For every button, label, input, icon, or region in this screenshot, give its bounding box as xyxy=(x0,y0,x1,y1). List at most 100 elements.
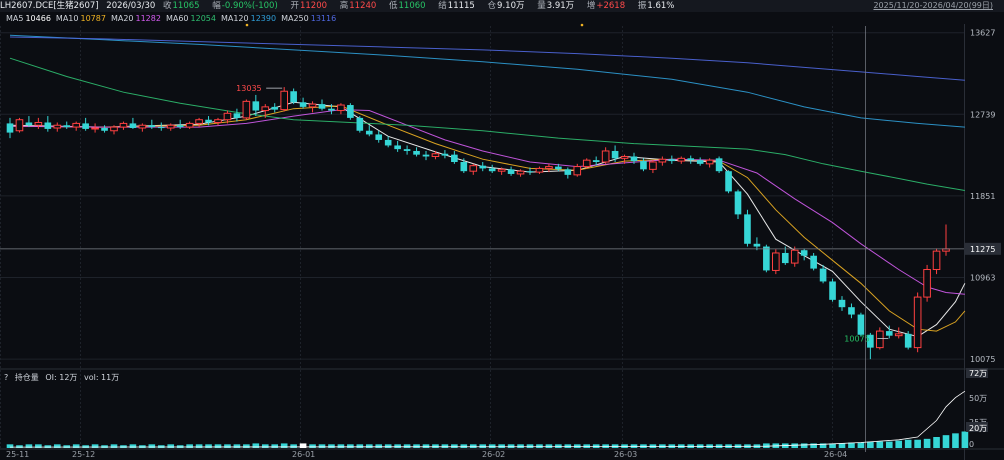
candle-body xyxy=(564,169,572,175)
candle-body xyxy=(82,123,89,129)
date-axis-label: 26-02 xyxy=(482,450,505,459)
volume-bar xyxy=(243,444,250,448)
volume-bar xyxy=(375,444,383,448)
candle-body xyxy=(195,119,203,124)
volume-bar xyxy=(72,444,80,448)
candle-body xyxy=(696,160,704,164)
candle-body xyxy=(431,153,440,157)
volume-axis-label: 50万 xyxy=(969,394,987,403)
candle-body xyxy=(781,252,789,264)
volume-bar xyxy=(280,443,288,448)
volume-bar xyxy=(507,444,515,448)
current-price-label: 11275 xyxy=(970,245,995,254)
candle-body xyxy=(601,150,610,163)
price-axis-label: 10963 xyxy=(970,274,995,283)
volume-bar xyxy=(649,444,657,448)
volume-bar xyxy=(564,444,572,448)
low-label: 低 xyxy=(389,1,398,11)
candle-body xyxy=(555,166,562,170)
candle-body xyxy=(337,104,345,112)
volume-bar xyxy=(668,444,676,448)
candle-body xyxy=(101,128,108,131)
candle-body xyxy=(176,125,184,128)
volume-bar xyxy=(952,433,959,448)
candle-body xyxy=(923,269,931,298)
ma-legend-item: MA120 12390 xyxy=(221,14,276,23)
candle-body xyxy=(72,122,80,128)
volume-bar xyxy=(800,443,808,448)
volume-bar xyxy=(82,445,89,448)
volume-bar xyxy=(659,444,666,448)
candle-body xyxy=(242,100,251,119)
candle-body xyxy=(526,171,534,173)
volume-bar xyxy=(895,440,903,448)
volume-bar xyxy=(441,444,449,448)
volume-bar xyxy=(640,444,647,448)
candle-body xyxy=(308,103,317,108)
candle-body xyxy=(819,268,827,282)
candle-body xyxy=(299,102,307,107)
price-axis-label: 12739 xyxy=(970,110,995,119)
volume-bar xyxy=(167,444,175,448)
ma-legend-value: 12054 xyxy=(190,14,216,23)
ma-legend-label: MA10 xyxy=(55,14,79,23)
help-icon[interactable]: ? xyxy=(4,373,9,382)
candle-body xyxy=(157,127,165,129)
volume-bar xyxy=(479,444,487,448)
date-range-link[interactable]: 2025/11/20-2026/04/20(99日) xyxy=(873,1,993,10)
candle-body xyxy=(356,117,364,131)
volume-bar xyxy=(148,444,156,448)
candle-body xyxy=(715,158,723,172)
high-label: 高 xyxy=(339,1,349,11)
candle-body xyxy=(261,106,270,112)
volume-bar xyxy=(460,444,468,448)
candle-body xyxy=(233,113,241,118)
inc-value: +2618 xyxy=(596,1,626,11)
quote-header: LH2607.DCE[生猪2607] 2026/03/30 收11065 幅-0… xyxy=(0,0,1004,12)
volume-bar xyxy=(573,444,581,448)
candle-body xyxy=(753,243,761,247)
candle-body xyxy=(469,165,478,172)
candle-body xyxy=(800,250,808,256)
volume-bar xyxy=(195,444,203,448)
candle-body xyxy=(328,108,335,111)
close-label: 收 xyxy=(162,1,172,11)
open-label: 开 xyxy=(290,1,299,11)
candle-body xyxy=(592,160,600,162)
volume-bar xyxy=(299,443,307,448)
volume-bar xyxy=(356,444,364,448)
volume-bar xyxy=(885,441,893,448)
oi-label: 仓 xyxy=(487,1,497,11)
volume-bar xyxy=(933,437,940,448)
volume-bar xyxy=(848,442,855,448)
candle-body xyxy=(394,145,401,150)
candle-body xyxy=(904,333,912,348)
volume-bar xyxy=(838,443,846,448)
volume-bar xyxy=(63,445,71,448)
ma-legend-item: MA20 11282 xyxy=(111,14,161,23)
volume-bar xyxy=(904,439,912,448)
low-value: 11060 xyxy=(398,1,426,11)
volume-bar xyxy=(867,441,874,448)
candle-body xyxy=(384,139,392,146)
volume-bar xyxy=(110,444,118,448)
volume-bar xyxy=(630,444,638,448)
volume-bar xyxy=(44,445,52,448)
ma-line-ma250 xyxy=(9,36,965,81)
candle-body xyxy=(375,134,383,140)
candle-body xyxy=(441,153,449,156)
volume-bar xyxy=(413,444,420,448)
volume-bar xyxy=(829,443,836,448)
candle-body xyxy=(932,250,941,271)
volume-panel-title: 持仓量 xyxy=(14,373,39,382)
candle-body xyxy=(25,122,33,126)
candle-body xyxy=(148,125,156,128)
candle-body xyxy=(44,122,52,129)
symbol-label[interactable]: LH2607.DCE[生猪2607] xyxy=(0,1,99,11)
candle-body xyxy=(545,166,553,169)
oi-readout: OI: 12万 xyxy=(45,373,78,382)
volume-bar xyxy=(271,444,279,448)
volume-bar xyxy=(592,444,600,448)
volume-bar xyxy=(35,444,42,448)
